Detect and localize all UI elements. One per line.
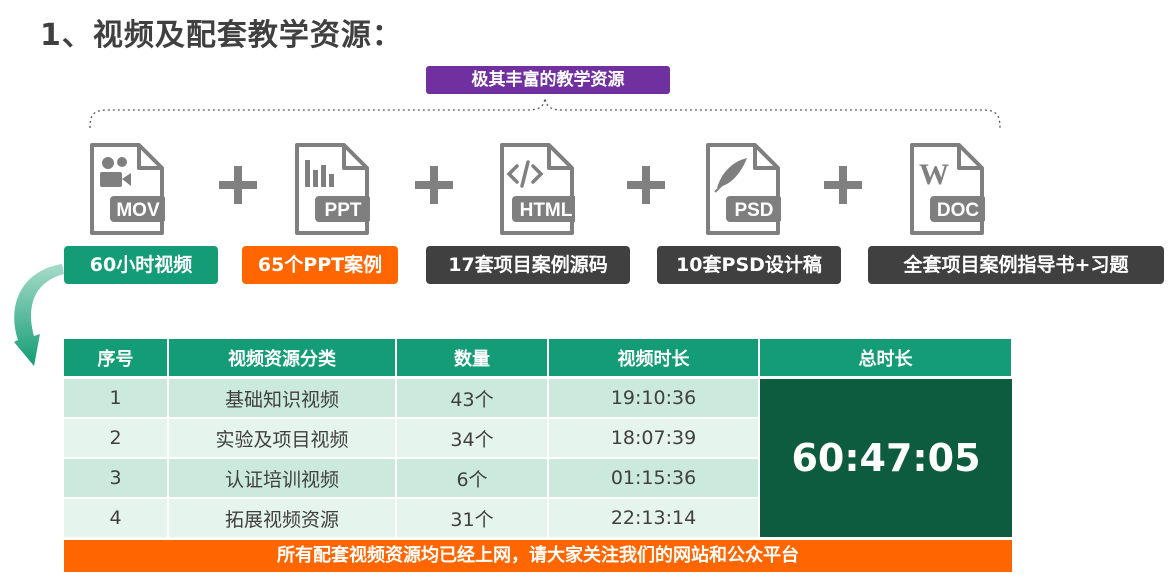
header-duration: 视频时长 (548, 339, 760, 379)
label-videos: 60小时视频 (64, 246, 218, 284)
plus-icon (415, 166, 453, 204)
brace-line (89, 97, 1001, 129)
table-row: 2 实验及项目视频 34个 18:07:39 (64, 418, 1012, 459)
doc-file-icon: W DOC (910, 143, 985, 235)
cell-duration: 22:13:14 (548, 498, 760, 539)
total-duration: 60:47:05 (759, 377, 1012, 539)
plus-icon (219, 166, 257, 204)
table-row: 1 基础知识视频 43个 19:10:36 60:47:05 (64, 377, 1012, 539)
header-total: 总时长 (759, 339, 1013, 379)
plus-icon (824, 166, 862, 204)
table-row: 3 认证培训视频 6个 01:15:36 (64, 458, 1012, 499)
cell-duration: 19:10:36 (548, 377, 760, 419)
cell-index: 4 (64, 498, 169, 539)
file-ext-html: HTML (520, 200, 573, 221)
table-row: 4 拓展视频资源 31个 22:13:14 (64, 498, 1012, 539)
cell-category: 实验及项目视频 (168, 418, 397, 459)
cell-duration: 01:15:36 (548, 458, 760, 499)
cell-count: 31个 (396, 498, 549, 539)
page-title: 1、视频及配套教学资源： (40, 18, 403, 53)
rich-resources-label: 极其丰富的教学资源 (426, 66, 670, 94)
cell-index: 2 (64, 418, 169, 459)
html-file-icon: HTML (500, 143, 575, 235)
cell-category: 认证培训视频 (168, 458, 397, 499)
cell-count: 34个 (396, 418, 549, 459)
file-ext-mov: MOV (116, 200, 160, 221)
header-category: 视频资源分类 (168, 339, 397, 379)
cell-category: 基础知识视频 (168, 377, 397, 419)
psd-file-icon: PSD (706, 143, 781, 235)
header-index: 序号 (64, 339, 169, 379)
cell-count: 43个 (396, 377, 549, 419)
video-file-icon: MOV (90, 143, 165, 235)
cell-index: 3 (64, 458, 169, 499)
svg-text:W: W (919, 158, 949, 191)
ppt-file-icon: PPT (295, 143, 370, 235)
file-ext-doc: DOC (937, 200, 980, 221)
video-stats-table: 序号 视频资源分类 数量 视频时长 总时长 1 基础知识视频 43个 19:10… (64, 339, 1013, 539)
label-psd-designs: 10套PSD设计稿 (657, 246, 841, 284)
table-header-row: 序号 视频资源分类 数量 视频时长 总时长 (64, 339, 1013, 379)
curved-arrow-icon (14, 264, 64, 366)
cell-category: 拓展视频资源 (168, 498, 397, 539)
label-ppt-cases: 65个PPT案例 (242, 246, 398, 284)
file-ext-psd: PSD (734, 200, 773, 221)
cell-index: 1 (64, 377, 169, 419)
header-count: 数量 (396, 339, 549, 379)
cell-count: 6个 (396, 458, 549, 499)
footer-notice: 所有配套视频资源均已经上网，请大家关注我们的网站和公众平台 (64, 540, 1012, 572)
plus-icon (627, 166, 665, 204)
label-guide-books: 全套项目案例指导书+习题 (868, 246, 1164, 284)
file-ext-ppt: PPT (325, 200, 362, 221)
label-source-code: 17套项目案例源码 (426, 246, 630, 284)
cell-duration: 18:07:39 (548, 418, 760, 459)
